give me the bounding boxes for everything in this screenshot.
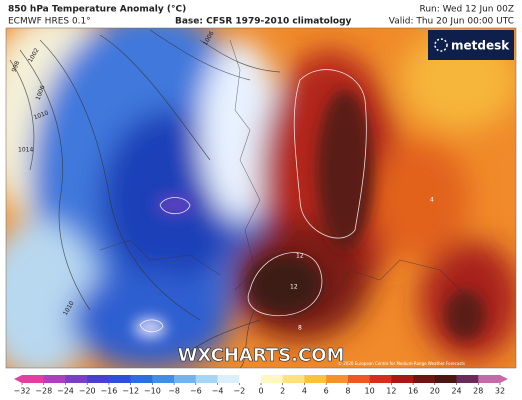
colorbar-segment xyxy=(217,375,240,383)
colorbar-segment xyxy=(43,375,66,383)
title: 850 hPa Temperature Anomaly (°C) xyxy=(8,5,186,15)
colorbar-segment xyxy=(65,375,88,383)
colorbar-tick-label: 32 xyxy=(495,387,505,396)
logo-icon xyxy=(434,38,448,52)
isobar-label: 1010 xyxy=(33,109,50,121)
colorbar-segment xyxy=(304,375,327,383)
logo: metdesk xyxy=(451,39,510,53)
colorbar-arrow xyxy=(500,375,508,383)
colorbar-segment xyxy=(413,375,436,383)
colorbar-segment xyxy=(239,375,262,383)
contour-label: 4 xyxy=(430,197,434,204)
base: Base: CFSR 1979-2010 climatology xyxy=(175,17,352,27)
colorbar-tick-label: −2 xyxy=(233,387,245,396)
colorbar-tick-label: 28 xyxy=(473,387,483,396)
colorbar-tick-label: −4 xyxy=(212,387,224,396)
colorbar-segment xyxy=(347,375,370,383)
colorbar-tick-label: 4 xyxy=(302,387,307,396)
colorbar-segment xyxy=(369,375,392,383)
colorbar-tick-label: −12 xyxy=(122,387,139,396)
copyright: © 2020 European Centre for Medium-Range … xyxy=(338,361,465,366)
colorbar-tick-label: −32 xyxy=(14,387,31,396)
colorbar-segment xyxy=(282,375,305,383)
colorbar-segment xyxy=(130,375,153,383)
logo-box xyxy=(428,30,514,60)
colorbar-tick-label: 2 xyxy=(280,387,285,396)
colorbar-segment xyxy=(152,375,175,383)
run: Run: Wed 12 Jun 00Z xyxy=(420,5,515,15)
colorbar-arrow xyxy=(14,375,22,383)
colorbar-segment xyxy=(478,375,501,383)
colorbar-tick-label: −6 xyxy=(190,387,202,396)
colorbar-segment xyxy=(174,375,197,383)
colorbar-tick-label: 12 xyxy=(386,387,396,396)
colorbar-tick-label: 0 xyxy=(258,387,263,396)
colorbar-segment xyxy=(434,375,457,383)
colorbar-tick-label: 16 xyxy=(408,387,418,396)
colorbar-segment xyxy=(326,375,349,383)
isobar-label: 1006 xyxy=(35,84,47,101)
colorbar-tick-label: 6 xyxy=(324,387,329,396)
colorbar-tick-label: −20 xyxy=(79,387,96,396)
colorbar-segment xyxy=(195,375,218,383)
colorbar-segment xyxy=(22,375,45,383)
colorbar-tick-label: −16 xyxy=(100,387,117,396)
colorbar-segment xyxy=(261,375,284,383)
colorbar-tick-label: −28 xyxy=(35,387,52,396)
contour-label: 8 xyxy=(298,325,302,332)
colorbar: −32 −28 −24 −20 −16 −12 −10 −8 −6 −4 −2 0 2 4 6 8 10 12 16… xyxy=(14,375,508,396)
colorbar-tick-label: 20 xyxy=(430,387,440,396)
isobar-label: 1014 xyxy=(18,147,33,154)
colorbar-segment xyxy=(456,375,479,383)
colorbar-tick-label: −24 xyxy=(57,387,74,396)
isobar-label: 998 xyxy=(11,60,22,73)
contour-label: 12 xyxy=(290,284,298,291)
colorbar-tick-label: 24 xyxy=(451,387,461,396)
map-border xyxy=(5,27,517,369)
colorbar-segment xyxy=(108,375,131,383)
anomaly-field xyxy=(6,28,516,368)
colorbar-segment xyxy=(87,375,110,383)
colorbar-tick-label: −8 xyxy=(168,387,180,396)
model: ECMWF HRES 0.1° xyxy=(8,17,91,27)
contour-label: 12 xyxy=(296,253,304,260)
colorbar-tick-label: −10 xyxy=(144,387,161,396)
colorbar-tick-label: 8 xyxy=(345,387,350,396)
watermark: WXCHARTS.COM xyxy=(178,345,345,366)
colorbar-segment xyxy=(391,375,414,383)
coastline xyxy=(99,39,471,301)
colorbar-tick-label: 10 xyxy=(365,387,375,396)
valid: Valid: Thu 20 Jun 00:00 UTC xyxy=(389,17,514,27)
